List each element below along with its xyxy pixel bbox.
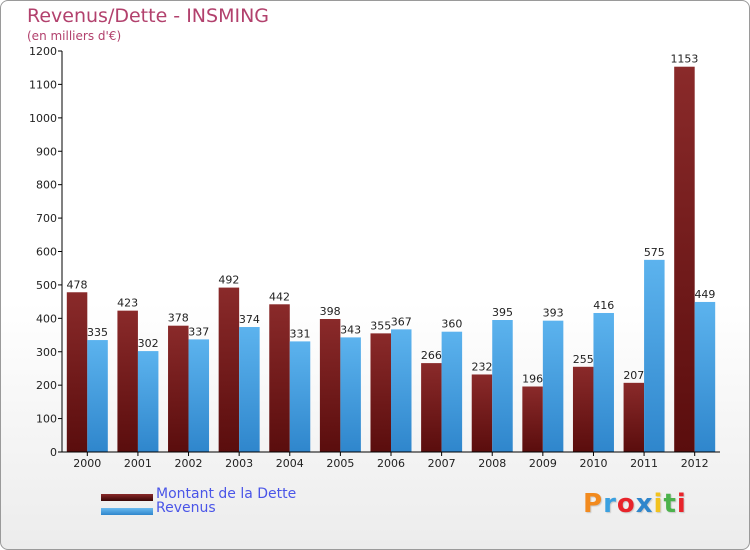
data-label-revenus: 367 [391, 315, 412, 328]
bar-dette [674, 66, 695, 452]
bar-dette [421, 363, 442, 452]
y-tick-label: 900 [36, 145, 57, 158]
bar-dette [522, 386, 543, 452]
bar-revenus [188, 339, 210, 452]
bar-revenus [694, 301, 716, 452]
logo-letter: i [653, 489, 664, 519]
bar-revenus [644, 259, 665, 452]
y-tick-label: 200 [36, 379, 57, 392]
data-label-revenus: 331 [290, 327, 311, 340]
proxiti-logo: Proxiti [583, 489, 687, 519]
bar-dette [168, 325, 189, 452]
data-label-revenus: 393 [543, 307, 564, 320]
data-label-revenus: 575 [644, 246, 665, 259]
data-label-revenus: 337 [188, 325, 209, 338]
legend-swatch-dette [101, 494, 153, 501]
data-label-revenus: 449 [694, 288, 715, 301]
bar-revenus [87, 340, 108, 452]
x-tick-label: 2012 [681, 457, 709, 470]
x-tick-label: 2004 [276, 457, 304, 470]
bar-revenus [289, 341, 311, 452]
x-tick-label: 2005 [326, 457, 354, 470]
data-label-dette: 266 [421, 349, 442, 362]
data-label-dette: 255 [573, 353, 594, 366]
data-label-dette: 378 [168, 312, 189, 325]
bar-dette [572, 366, 594, 452]
bar-revenus [239, 327, 260, 452]
data-label-revenus: 335 [87, 326, 108, 339]
data-label-dette: 423 [117, 297, 138, 310]
x-tick-label: 2009 [529, 457, 557, 470]
bar-dette [117, 310, 138, 452]
logo-letter: o [616, 489, 636, 519]
data-label-dette: 492 [218, 274, 239, 287]
data-label-dette: 196 [522, 373, 543, 386]
logo-letter: t [663, 489, 677, 519]
chart-title: Revenus/Dette - INSMING [27, 5, 270, 27]
data-label-dette: 355 [370, 319, 391, 332]
data-label-revenus: 360 [441, 318, 462, 331]
legend-label-revenus: Revenus [156, 500, 216, 516]
data-label-dette: 478 [67, 278, 88, 291]
data-label-dette: 398 [320, 305, 341, 318]
bar-revenus [492, 320, 513, 452]
y-tick-label: 300 [36, 346, 57, 359]
x-tick-label: 2003 [225, 457, 253, 470]
bar-dette [623, 382, 645, 452]
data-label-revenus: 416 [593, 299, 614, 312]
y-tick-label: 500 [36, 279, 57, 292]
x-tick-label: 2001 [124, 457, 152, 470]
chart-subtitle: (en milliers d'€) [27, 29, 122, 43]
legend-swatch-revenus [101, 508, 153, 515]
x-tick-label: 2011 [630, 457, 658, 470]
x-tick-label: 2002 [175, 457, 203, 470]
bar-revenus [542, 320, 564, 452]
logo-letter: x [635, 489, 654, 519]
x-tick-label: 2006 [377, 457, 405, 470]
y-tick-label: 0 [50, 446, 57, 459]
logo-letter: P [583, 489, 604, 519]
bar-revenus [441, 331, 463, 452]
bar-dette [66, 292, 88, 452]
data-label-dette: 232 [471, 360, 492, 373]
data-label-dette: 1153 [670, 53, 698, 66]
x-tick-label: 2008 [478, 457, 506, 470]
y-tick-label: 100 [36, 413, 57, 426]
x-tick-label: 2010 [579, 457, 607, 470]
bar-dette [218, 287, 240, 452]
data-label-dette: 207 [623, 369, 644, 382]
data-label-dette: 442 [269, 290, 290, 303]
bar-dette [471, 374, 493, 452]
logo-letter: i [676, 489, 687, 519]
y-tick-label: 1000 [29, 112, 57, 125]
x-tick-label: 2000 [73, 457, 101, 470]
y-tick-label: 400 [36, 312, 57, 325]
y-tick-label: 1100 [29, 78, 57, 91]
bar-revenus [593, 312, 614, 452]
logo-letter: r [603, 489, 617, 519]
x-tick-label: 2007 [428, 457, 456, 470]
bar-dette [319, 319, 341, 452]
bar-revenus [340, 337, 361, 452]
bar-revenus [391, 329, 412, 452]
data-label-revenus: 395 [492, 306, 513, 319]
y-tick-label: 600 [36, 246, 57, 259]
data-label-revenus: 302 [138, 337, 159, 350]
y-tick-label: 800 [36, 179, 57, 192]
data-label-revenus: 374 [239, 313, 260, 326]
y-tick-label: 700 [36, 212, 57, 225]
bar-revenus [137, 351, 159, 452]
bar-dette [269, 304, 290, 452]
y-tick-label: 1200 [29, 45, 57, 58]
legend-label-dette: Montant de la Dette [156, 486, 297, 502]
data-label-revenus: 343 [340, 323, 361, 336]
bar-dette [370, 333, 391, 452]
